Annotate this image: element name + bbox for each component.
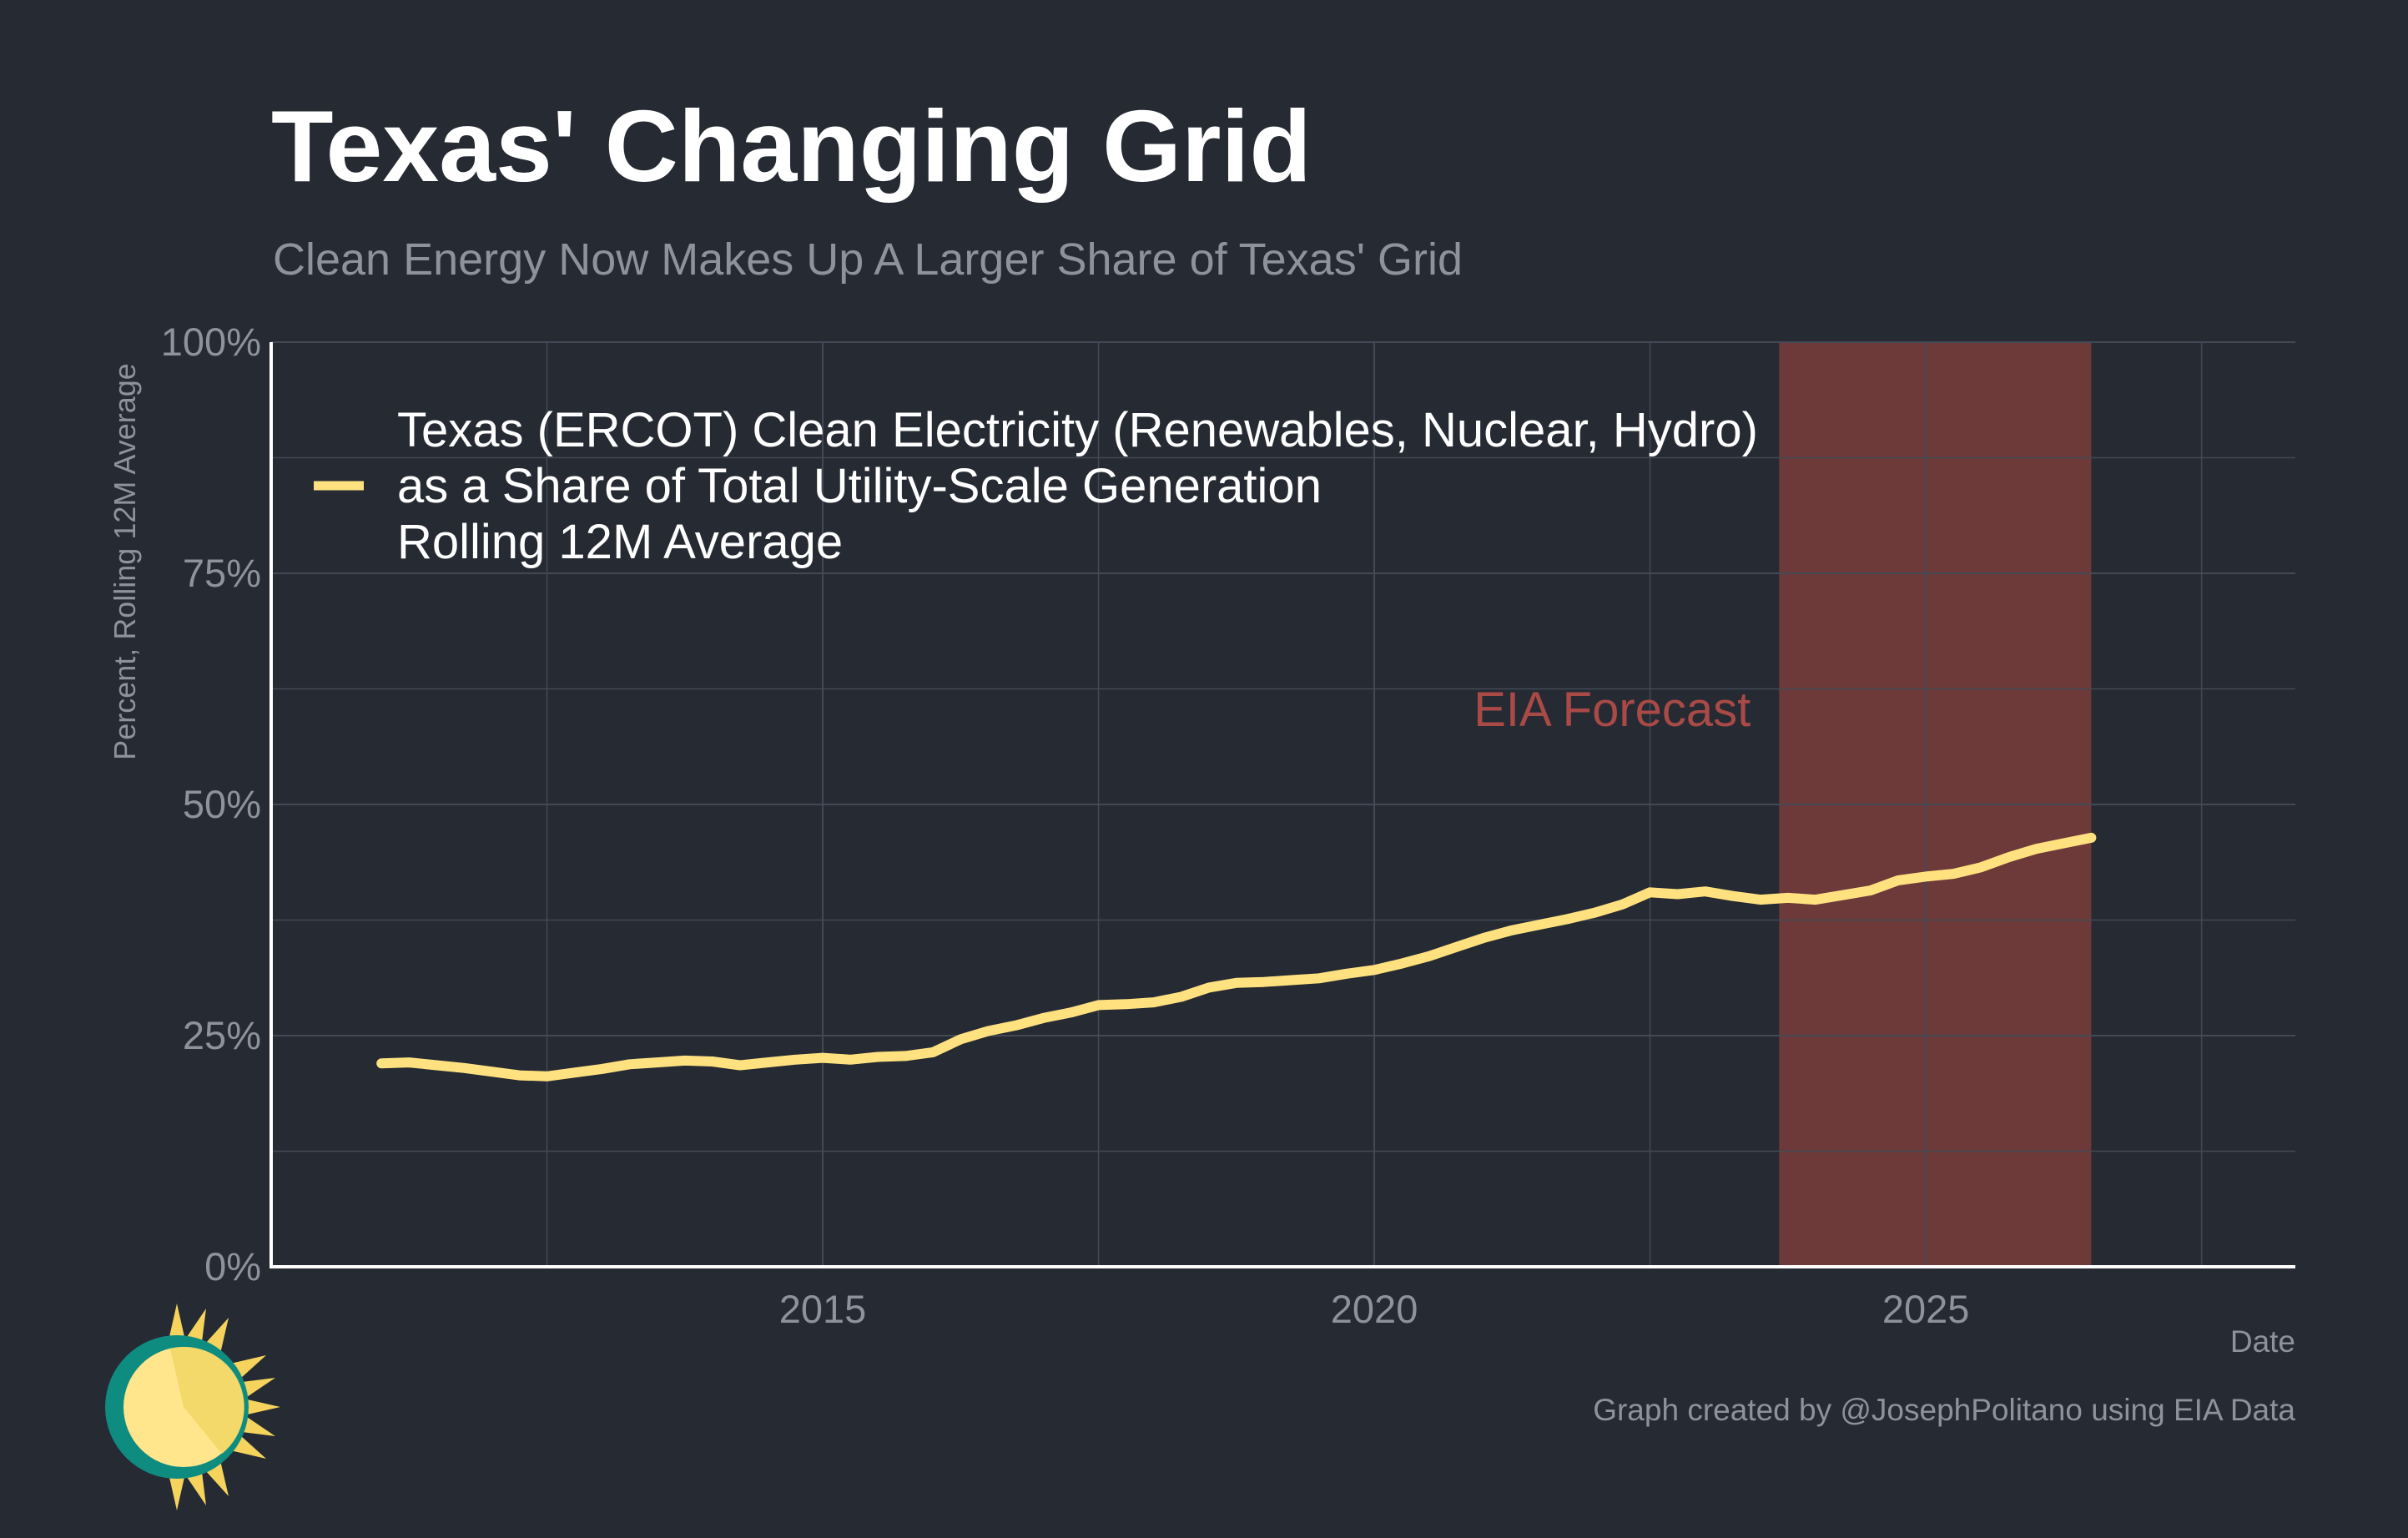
legend-line-2: as a Share of Total Utility-Scale Genera… xyxy=(397,459,1322,513)
series-point xyxy=(1868,888,1874,894)
y-axis-label: Percent, Rolling 12M Average xyxy=(108,363,142,760)
series-point xyxy=(1454,944,1460,950)
series-point xyxy=(1068,1010,1074,1016)
series-point xyxy=(1896,877,1902,883)
series-point xyxy=(820,1055,826,1061)
y-axis-ticks: 0% 25% 50% 75% 100% xyxy=(161,320,261,1288)
series-point xyxy=(1233,980,1239,986)
series-point xyxy=(1702,889,1708,895)
series-point xyxy=(2088,835,2094,840)
y-tick-label: 25% xyxy=(183,1013,261,1057)
x-axis-label: Date xyxy=(2230,1324,2295,1359)
series-point xyxy=(958,1036,964,1042)
series-point xyxy=(1537,922,1543,928)
series-point xyxy=(1482,935,1488,940)
series-point xyxy=(2033,846,2039,852)
series-point xyxy=(406,1060,412,1066)
gridlines xyxy=(271,341,2295,1268)
x-tick-label: 2015 xyxy=(779,1287,867,1331)
series-point xyxy=(379,1061,385,1067)
series-point xyxy=(572,1070,577,1076)
series-point xyxy=(1951,871,1957,877)
series-point xyxy=(434,1062,440,1068)
series-point xyxy=(1647,890,1653,895)
series-point xyxy=(516,1072,522,1078)
series-points xyxy=(379,835,2094,1079)
y-tick-label: 75% xyxy=(183,551,261,595)
series-point xyxy=(627,1061,632,1067)
series-point xyxy=(1564,916,1570,922)
series-point xyxy=(1509,927,1515,933)
series-point xyxy=(544,1073,550,1079)
series-point xyxy=(903,1053,909,1059)
series-point xyxy=(930,1049,936,1055)
series-point xyxy=(1399,961,1405,966)
chart-title: Texas' Changing Grid xyxy=(271,89,1312,203)
series-point xyxy=(682,1057,688,1063)
series-point xyxy=(1978,865,1984,870)
x-tick-label: 2025 xyxy=(1882,1287,1970,1331)
series-point xyxy=(737,1062,743,1068)
chart-subtitle: Clean Energy Now Makes Up A Larger Share… xyxy=(273,234,1463,285)
series-point xyxy=(1620,901,1625,907)
series-point xyxy=(1151,1000,1156,1006)
forecast-annotation: EIA Forecast xyxy=(1474,683,1751,737)
series-point xyxy=(1316,976,1322,981)
series-point xyxy=(875,1054,881,1060)
series-point xyxy=(1785,895,1791,900)
series-point xyxy=(2006,855,2012,860)
series-point xyxy=(1757,897,1763,903)
series-point xyxy=(985,1028,991,1034)
y-tick-label: 100% xyxy=(161,320,261,364)
series-point xyxy=(1730,893,1735,899)
series-point xyxy=(1261,979,1267,985)
series-point xyxy=(848,1056,854,1062)
legend-line-3: Rolling 12M Average xyxy=(397,515,843,569)
legend-line-1: Texas (ERCOT) Clean Electricity (Renewab… xyxy=(397,403,1758,457)
series-point xyxy=(1427,953,1433,959)
y-tick-label: 50% xyxy=(183,782,261,826)
series-point xyxy=(1096,1002,1101,1008)
series-point xyxy=(1675,891,1680,897)
series-point xyxy=(1840,892,1846,898)
credit-text: Graph created by @JosephPolitano using E… xyxy=(1593,1393,2295,1427)
series-point xyxy=(1288,977,1294,983)
series-point xyxy=(599,1066,605,1072)
series-point xyxy=(1206,985,1212,991)
series-point xyxy=(1123,1001,1129,1007)
series-point xyxy=(1372,967,1378,973)
sun-logo-icon xyxy=(105,1304,280,1510)
series-point xyxy=(1178,994,1184,1000)
series-point xyxy=(709,1059,715,1065)
x-tick-label: 2020 xyxy=(1331,1287,1418,1331)
series-point xyxy=(2061,840,2067,846)
series-point xyxy=(489,1069,495,1075)
series-point xyxy=(1013,1022,1019,1028)
series-point xyxy=(1040,1015,1046,1021)
series-point xyxy=(764,1060,770,1066)
series-point xyxy=(1812,897,1818,903)
series-point xyxy=(1344,971,1350,976)
series-point xyxy=(792,1056,798,1062)
series-point xyxy=(461,1065,467,1071)
series-point xyxy=(1592,910,1598,915)
series-point xyxy=(654,1060,660,1066)
series-point xyxy=(1923,874,1929,880)
legend: Texas (ERCOT) Clean Electricity (Renewab… xyxy=(314,403,1758,569)
x-axis-ticks: 2015 2020 2025 xyxy=(779,1287,1970,1331)
y-tick-label: 0% xyxy=(204,1244,261,1288)
